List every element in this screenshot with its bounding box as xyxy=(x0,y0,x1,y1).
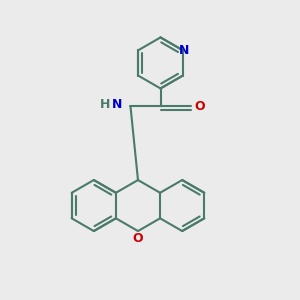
Text: O: O xyxy=(194,100,205,113)
Text: N: N xyxy=(112,98,122,111)
Text: O: O xyxy=(133,232,143,245)
Text: N: N xyxy=(179,44,189,57)
Text: H: H xyxy=(100,98,110,111)
